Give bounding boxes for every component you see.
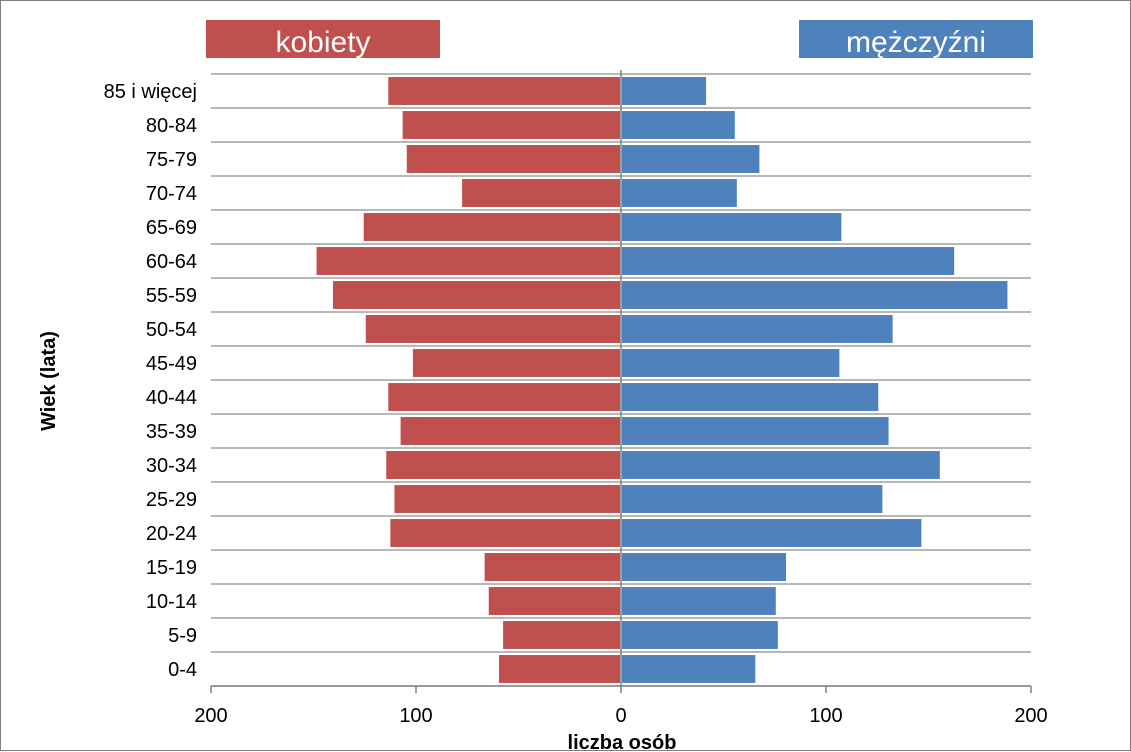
y-tick-label: 40-44 bbox=[146, 387, 197, 409]
legend-male-label: mężczyźni bbox=[846, 26, 986, 59]
y-tick-label: 15-19 bbox=[146, 557, 197, 579]
y-tick-label: 55-59 bbox=[146, 285, 197, 307]
legend-female-label: kobiety bbox=[275, 26, 370, 59]
bar-male-15-19 bbox=[620, 551, 789, 583]
x-tick-label: 200 bbox=[194, 705, 227, 727]
bar-female-0-4 bbox=[497, 653, 622, 685]
bar-female-55-59 bbox=[330, 279, 622, 311]
bar-female-35-39 bbox=[398, 415, 622, 447]
x-tick-label: 100 bbox=[809, 705, 842, 727]
y-tick-label: 85 i więcej bbox=[104, 81, 197, 103]
y-tick-label: 65-69 bbox=[146, 217, 197, 239]
y-tick-label: 30-34 bbox=[146, 455, 197, 477]
y-tick-label: 10-14 bbox=[146, 591, 197, 613]
y-tick-label: 20-24 bbox=[146, 523, 197, 545]
bar-female-85-i-więcej bbox=[386, 75, 622, 107]
bar-female-45-49 bbox=[410, 347, 622, 379]
axes bbox=[210, 70, 1032, 693]
bar-male-30-34 bbox=[620, 449, 942, 481]
bar-female-80-84 bbox=[400, 109, 622, 141]
bar-male-80-84 bbox=[620, 109, 737, 141]
bar-male-55-59 bbox=[620, 279, 1010, 311]
bar-male-75-79 bbox=[620, 143, 762, 175]
bar-male-50-54 bbox=[620, 313, 895, 345]
bar-female-10-14 bbox=[486, 585, 622, 617]
y-tick-label: 70-74 bbox=[146, 183, 197, 205]
x-tick-label: 200 bbox=[1014, 705, 1047, 727]
bar-male-60-64 bbox=[620, 245, 957, 277]
bar-male-70-74 bbox=[620, 177, 739, 209]
legend: kobiety mężczyźni bbox=[206, 20, 1033, 59]
y-tick-label: 45-49 bbox=[146, 353, 197, 375]
bar-male-5-9 bbox=[620, 619, 780, 651]
bar-male-10-14 bbox=[620, 585, 778, 617]
bar-male-85-i-więcej bbox=[620, 75, 709, 107]
y-tick-label: 0-4 bbox=[168, 659, 197, 681]
legend-female-box bbox=[206, 20, 440, 58]
bar-female-65-69 bbox=[361, 211, 622, 243]
bar-female-50-54 bbox=[363, 313, 622, 345]
y-axis-title: Wiek (lata) bbox=[38, 331, 60, 431]
y-tick-label: 5-9 bbox=[168, 625, 197, 647]
bar-female-70-74 bbox=[460, 177, 622, 209]
y-tick-label: 35-39 bbox=[146, 421, 197, 443]
bar-male-20-24 bbox=[620, 517, 924, 549]
y-tick-label: 25-29 bbox=[146, 489, 197, 511]
bar-male-0-4 bbox=[620, 653, 758, 685]
bar-male-25-29 bbox=[620, 483, 885, 515]
bar-male-35-39 bbox=[620, 415, 891, 447]
bar-female-60-64 bbox=[314, 245, 622, 277]
y-tick-label: 80-84 bbox=[146, 115, 197, 137]
bar-female-20-24 bbox=[388, 517, 622, 549]
bar-male-45-49 bbox=[620, 347, 842, 379]
bar-female-15-19 bbox=[482, 551, 622, 583]
y-tick-label: 75-79 bbox=[146, 149, 197, 171]
bar-female-75-79 bbox=[404, 143, 622, 175]
bar-female-30-34 bbox=[384, 449, 622, 481]
tick-labels: 0-4 5-9 10-14 15-19 20-24 25-29 30-34 35-39 40-4… bbox=[104, 81, 1048, 727]
legend-male-box bbox=[799, 20, 1033, 58]
y-tick-label: 50-54 bbox=[146, 319, 197, 341]
x-axis-title: liczba osób bbox=[568, 732, 677, 752]
bar-female-25-29 bbox=[392, 483, 623, 515]
bar-female-5-9 bbox=[501, 619, 623, 651]
y-tick-label: 60-64 bbox=[146, 251, 197, 273]
x-tick-label: 100 bbox=[399, 705, 432, 727]
x-tick-label: 0 bbox=[615, 705, 626, 727]
bar-female-40-44 bbox=[386, 381, 622, 413]
bars bbox=[314, 75, 1010, 685]
bar-male-40-44 bbox=[620, 381, 881, 413]
bar-male-65-69 bbox=[620, 211, 844, 243]
